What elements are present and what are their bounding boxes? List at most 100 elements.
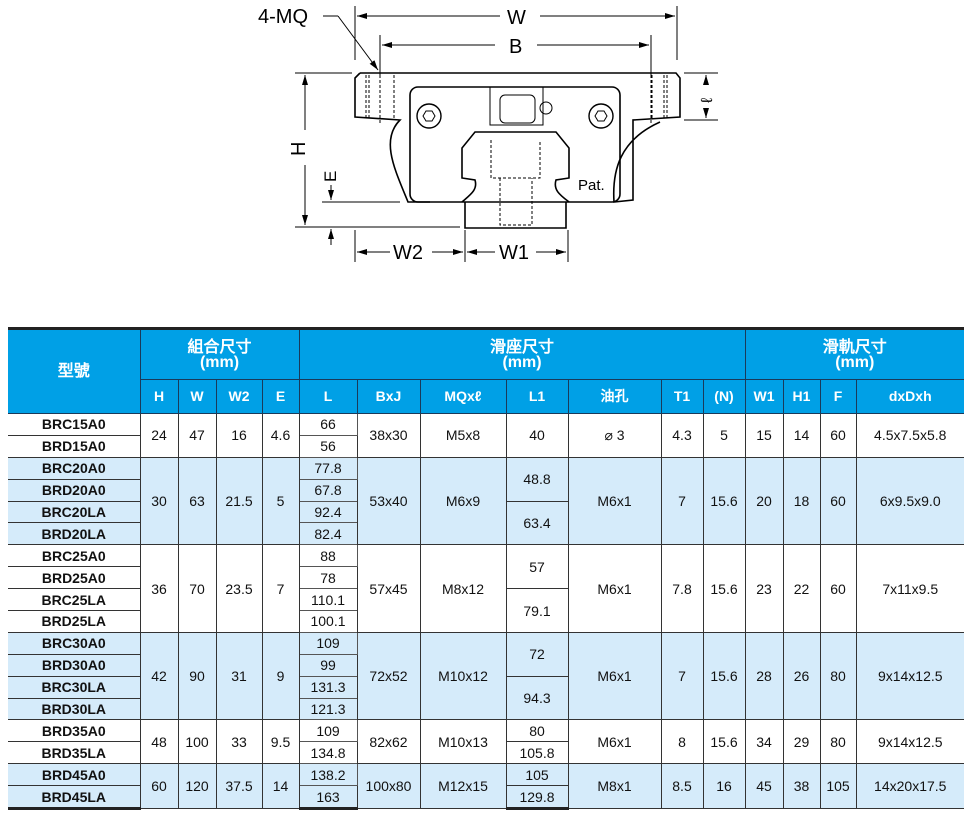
group-unit: (mm) — [199, 353, 240, 371]
table-cell: M10x12 — [419, 631, 507, 721]
l1-cell: 72 — [505, 631, 569, 677]
table-row: BRD30LA 121.3 — [8, 697, 964, 721]
group-unit: (mm) — [835, 353, 875, 371]
l1-cell: 79.1 — [505, 588, 569, 633]
model-cell: BRC30LA — [8, 675, 141, 699]
column-header: F — [819, 379, 857, 414]
table-row: BRD35LA 134.8 105.8 — [8, 741, 964, 765]
l1-cell: 105.8 — [505, 741, 569, 765]
table-row: BRD35A0 48 100 33 9.5 109 82x62 M10x13 80 M6x1 8 15… — [8, 719, 964, 765]
column-header: L — [298, 379, 358, 414]
label-h: H — [288, 142, 310, 156]
table-cell: 70 — [177, 544, 217, 633]
table-cell: 60 — [819, 544, 857, 633]
model-cell: BRD45A0 — [8, 763, 141, 787]
model-cell: BRD25A0 — [8, 566, 141, 590]
table-cell: 14 — [261, 763, 300, 810]
table-cell: 6x9.5x9.0 — [855, 456, 964, 546]
column-header: BxJ — [356, 379, 421, 414]
table-cell: 63 — [177, 456, 217, 546]
header-rail: 滑軌尺寸 (mm) — [744, 327, 964, 380]
length-cell: 66 — [298, 413, 358, 436]
model-cell: BRD20A0 — [8, 478, 141, 502]
table-cell: 18 — [782, 456, 821, 546]
table-cell: M6x1 — [567, 719, 662, 765]
table-cell: 7 — [660, 456, 704, 546]
table-cell: M12x15 — [419, 763, 507, 810]
table-cell: 7 — [261, 544, 300, 633]
model-cell: BRD15A0 — [8, 434, 141, 458]
table-cell: 16 — [215, 413, 263, 458]
table-cell: 38x30 — [356, 413, 421, 458]
table-cell: 24 — [139, 413, 179, 458]
label-e: E — [321, 171, 340, 182]
table-cell: 100x80 — [356, 763, 421, 810]
model-cell: BRC20A0 — [8, 456, 141, 480]
table-row: BRD45LA 163 129.8 — [8, 785, 964, 811]
table-cell: 8.5 — [660, 763, 704, 810]
column-header: H — [139, 379, 179, 414]
table-row: BRC20A0 30 63 21.5 5 77.8 53x40 M6x9 48.8 M6x1 7 15… — [8, 456, 964, 546]
table-cell: 30 — [139, 456, 179, 546]
table-cell: 14 — [782, 413, 821, 458]
table-cell: 26 — [782, 631, 821, 721]
model-cell: BRD25LA — [8, 610, 141, 633]
model-cell: BRD30LA — [8, 697, 141, 721]
l1-cell: 63.4 — [505, 500, 569, 546]
length-cell: 82.4 — [298, 522, 358, 546]
column-header: 油孔 — [567, 379, 662, 414]
table-cell: 9x14x12.5 — [855, 631, 964, 721]
table-cell: 82x62 — [356, 719, 421, 765]
table-cell: 23 — [744, 544, 784, 633]
table-cell: 23.5 — [215, 544, 263, 633]
model-cell: BRD35LA — [8, 741, 141, 765]
column-header: MQxℓ — [419, 379, 507, 414]
table-cell: 45 — [744, 763, 784, 810]
table-cell: M5x8 — [419, 413, 507, 458]
table-cell: 38 — [782, 763, 821, 810]
table-cell: M6x1 — [567, 456, 662, 546]
model-cell: BRD45LA — [8, 785, 141, 811]
length-cell: 77.8 — [298, 456, 358, 480]
table-cell: 29 — [782, 719, 821, 765]
table-cell: 53x40 — [356, 456, 421, 546]
table-cell: 5 — [261, 456, 300, 546]
table-cell: 7 — [660, 631, 704, 721]
table-cell: 72x52 — [356, 631, 421, 721]
table-cell: 34 — [744, 719, 784, 765]
table-cell: 15.6 — [702, 544, 746, 633]
table-cell: 28 — [744, 631, 784, 721]
column-header: (N) — [702, 379, 746, 414]
table-row: BRD45A0 60 120 37.5 14 138.2 100x80 M12x15 105 M8… — [8, 763, 964, 810]
table-cell: 16 — [702, 763, 746, 810]
table-cell: 15.6 — [702, 631, 746, 721]
length-cell: 88 — [298, 544, 358, 568]
table-cell: 90 — [177, 631, 217, 721]
header-block: 滑座尺寸 (mm) — [298, 327, 746, 380]
label-pat: Pat. — [578, 177, 605, 194]
length-cell: 163 — [298, 785, 358, 811]
column-header: E — [261, 379, 300, 414]
table-cell: 37.5 — [215, 763, 263, 810]
label-b: B — [509, 36, 522, 58]
column-header: T1 — [660, 379, 704, 414]
table-cell: 80 — [819, 719, 857, 765]
table-row: BRD25LA 100.1 — [8, 610, 964, 633]
l1-cell: 40 — [505, 413, 569, 458]
table-cell: 4.5x7.5x5.8 — [855, 413, 964, 458]
table-cell: M6x9 — [419, 456, 507, 546]
length-cell: 56 — [298, 434, 358, 458]
table-row: BRD30A0 99 — [8, 653, 964, 677]
column-header: L1 — [505, 379, 569, 414]
l1-cell: 105 — [505, 763, 569, 787]
column-header: W1 — [744, 379, 784, 414]
table-cell: 31 — [215, 631, 263, 721]
table-cell: 105 — [819, 763, 857, 810]
column-header: W2 — [215, 379, 263, 414]
table-cell: M8x12 — [419, 544, 507, 633]
column-header: H1 — [782, 379, 821, 414]
header-model: 型號 — [8, 327, 141, 414]
table-cell: 47 — [177, 413, 217, 458]
length-cell: 134.8 — [298, 741, 358, 765]
table-cell: 7x11x9.5 — [855, 544, 964, 633]
